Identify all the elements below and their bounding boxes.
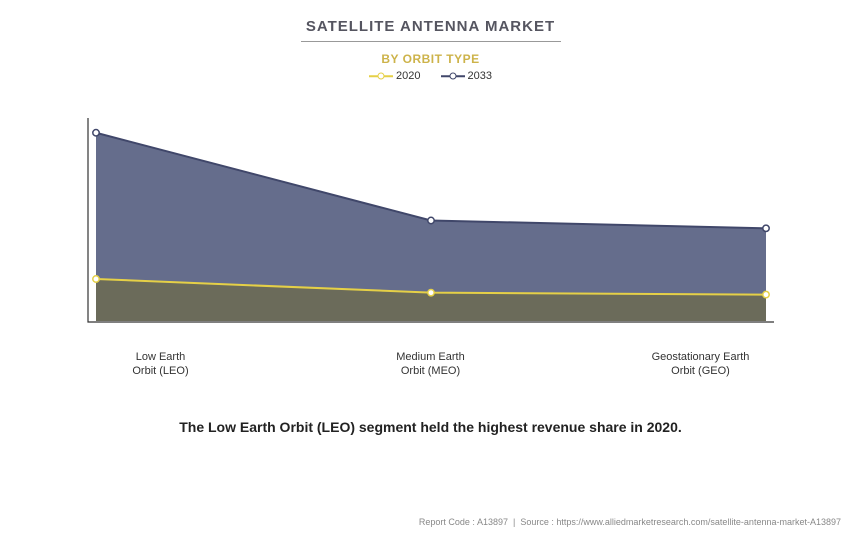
chart-subtitle: BY ORBIT TYPE <box>40 52 821 66</box>
chart-caption: The Low Earth Orbit (LEO) segment held t… <box>40 419 821 435</box>
legend-item-2020: 2020 <box>369 70 420 82</box>
legend-marker-2020 <box>369 71 393 81</box>
x-label-meo: Medium EarthOrbit (MEO) <box>371 351 491 379</box>
legend-marker-2033 <box>441 71 465 81</box>
legend-label-2033: 2033 <box>468 70 492 82</box>
legend-label-2020: 2020 <box>396 70 420 82</box>
chart-svg <box>41 108 821 338</box>
footer-source: Report Code : A13897 | Source : https://… <box>419 517 841 527</box>
page-title: SATELLITE ANTENNA MARKET <box>40 18 821 35</box>
x-label-geo: Geostationary EarthOrbit (GEO) <box>641 351 761 379</box>
x-label-leo: Low EarthOrbit (LEO) <box>101 351 221 379</box>
chart-area: Low EarthOrbit (LEO) Medium EarthOrbit (… <box>41 108 821 379</box>
legend-item-2033: 2033 <box>441 70 492 82</box>
chart-legend: 2020 2033 <box>40 70 821 82</box>
title-underline <box>301 41 561 42</box>
x-axis-labels: Low EarthOrbit (LEO) Medium EarthOrbit (… <box>41 351 821 379</box>
